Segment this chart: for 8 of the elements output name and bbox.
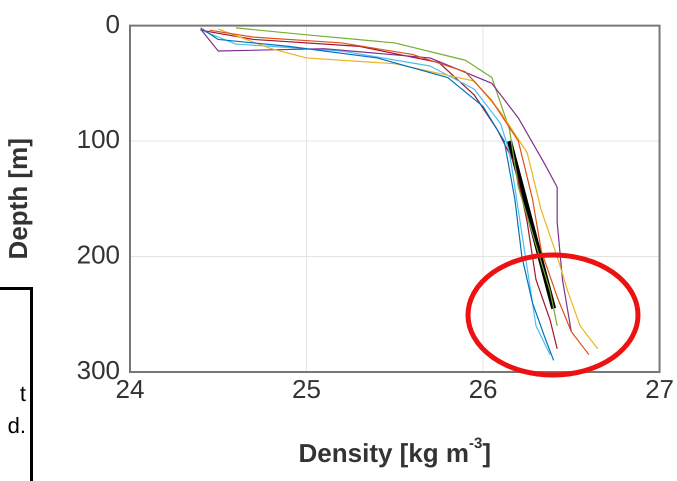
x-tick-label: 25 <box>292 374 321 404</box>
y-axis-title: Depth [m] <box>2 138 33 260</box>
y-tick-label: 200 <box>76 240 120 270</box>
y-tick-label: 100 <box>76 124 120 154</box>
text-box: t d. <box>0 287 33 481</box>
y-tick-label: 0 <box>106 8 120 39</box>
x-tick-label: 26 <box>468 374 498 404</box>
x-tick-label: 27 <box>645 374 674 404</box>
